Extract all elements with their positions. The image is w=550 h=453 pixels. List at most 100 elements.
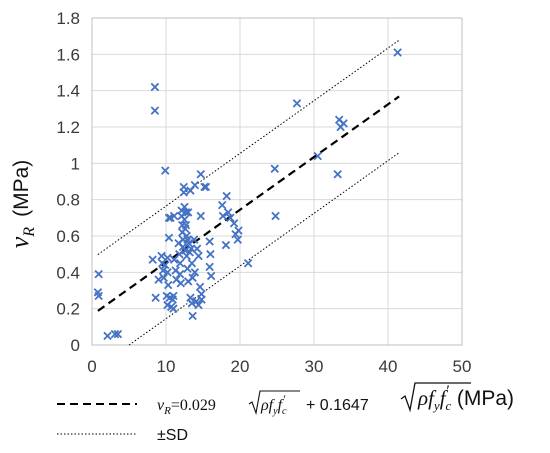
y-tick-label: 0.6 [56, 227, 80, 246]
y-tick-label: 0.4 [56, 263, 80, 282]
x-axis-sqrt-symbol [400, 382, 471, 413]
data-point [113, 329, 123, 339]
data-point [206, 271, 216, 281]
data-point [94, 291, 103, 301]
data-point [187, 259, 197, 268]
data-point [221, 240, 231, 250]
data-point [196, 169, 206, 179]
data-point [189, 235, 199, 244]
data-point [218, 200, 227, 210]
legend-fit-tail: + 0.1647 [306, 397, 369, 414]
data-point [233, 235, 243, 244]
data-points [93, 48, 402, 341]
legend-sqrt-symbol [248, 390, 300, 416]
legend-sd-label: ±SD [157, 427, 188, 444]
data-point [164, 213, 174, 223]
fit-line [97, 95, 400, 312]
data-point [163, 268, 172, 277]
data-point [150, 106, 160, 115]
y-tick-label: 1.4 [56, 82, 80, 101]
data-point [157, 251, 166, 261]
data-point [175, 269, 185, 279]
data-point [223, 208, 233, 217]
y-tick-label: 1 [71, 154, 80, 173]
y-tick-label: 0 [71, 336, 80, 355]
grid-lines [91, 17, 463, 346]
data-point [226, 213, 235, 223]
data-point [164, 233, 174, 243]
data-point [181, 208, 191, 217]
y-axis-title: vR(MPa) [5, 160, 38, 249]
data-point [150, 82, 160, 92]
data-point [176, 278, 186, 288]
data-point [205, 262, 214, 272]
data-point [183, 208, 193, 217]
data-point [197, 295, 206, 304]
data-point [292, 99, 302, 108]
data-point [110, 329, 120, 339]
data-point [206, 249, 215, 259]
x-tick-label: 10 [157, 357, 176, 376]
y-tick-label: 1.2 [56, 118, 80, 137]
data-point [187, 298, 197, 308]
x-tick-labels: 0 10 20 30 40 50 [87, 357, 471, 376]
data-point [195, 282, 205, 292]
sd-lower-line [128, 152, 400, 346]
data-point [192, 244, 202, 253]
svg-text:vR(MPa): vR(MPa) [5, 160, 38, 249]
data-point [158, 266, 168, 275]
data-point [175, 259, 185, 268]
data-point [313, 151, 322, 161]
data-point [339, 119, 348, 128]
data-point [169, 211, 179, 221]
data-point [161, 260, 170, 270]
data-point [169, 304, 178, 313]
data-point [163, 280, 173, 290]
x-tick-label: 50 [453, 357, 472, 376]
data-point [190, 268, 200, 277]
x-tick-label: 0 [87, 357, 96, 376]
data-point [194, 251, 203, 261]
data-point [222, 191, 231, 201]
data-point [200, 182, 209, 192]
data-point [184, 239, 194, 248]
data-point [151, 293, 160, 303]
data-point [205, 237, 214, 246]
data-point [234, 226, 243, 235]
y-tick-label: 1.6 [56, 45, 80, 64]
data-point [154, 275, 163, 284]
data-point [159, 273, 169, 283]
plot-frame [91, 17, 463, 346]
data-point [181, 220, 191, 230]
x-tick-label: 20 [231, 357, 250, 376]
x-axis-title: ρfyfc′ (MPa) [400, 382, 514, 413]
y-tick-label: 0.8 [56, 191, 80, 210]
legend: vR=0.029 ρfyfc′ + 0.1647 ±SD [57, 390, 369, 444]
sd-band-lines [97, 39, 400, 346]
svg-text:ρfyfc′(MPa): ρfyfc′ (MPa) [417, 383, 514, 413]
data-point [194, 300, 203, 310]
data-point [161, 166, 170, 175]
y-tick-labels: 0 0.2 0.4 0.6 0.8 1 1.2 1.4 1.6 1.8 [56, 9, 80, 355]
data-point [271, 211, 280, 221]
data-point [333, 169, 342, 179]
data-point [188, 311, 197, 321]
data-point [229, 219, 239, 228]
x-tick-label: 40 [379, 357, 398, 376]
data-point [196, 211, 206, 221]
sd-upper-line [97, 39, 400, 255]
legend-fit-label: vR=0.029 [157, 397, 216, 417]
data-point [218, 211, 228, 221]
data-point [163, 253, 172, 263]
data-point [201, 182, 211, 192]
data-point [188, 273, 197, 283]
data-point [94, 269, 103, 279]
y-tick-label: 1.8 [56, 9, 80, 28]
data-point [148, 255, 157, 264]
legend-radicand: ρfyfc′ [260, 392, 287, 417]
x-tick-label: 30 [305, 357, 324, 376]
data-point [169, 291, 178, 301]
data-point [270, 164, 280, 174]
data-point [243, 259, 253, 268]
